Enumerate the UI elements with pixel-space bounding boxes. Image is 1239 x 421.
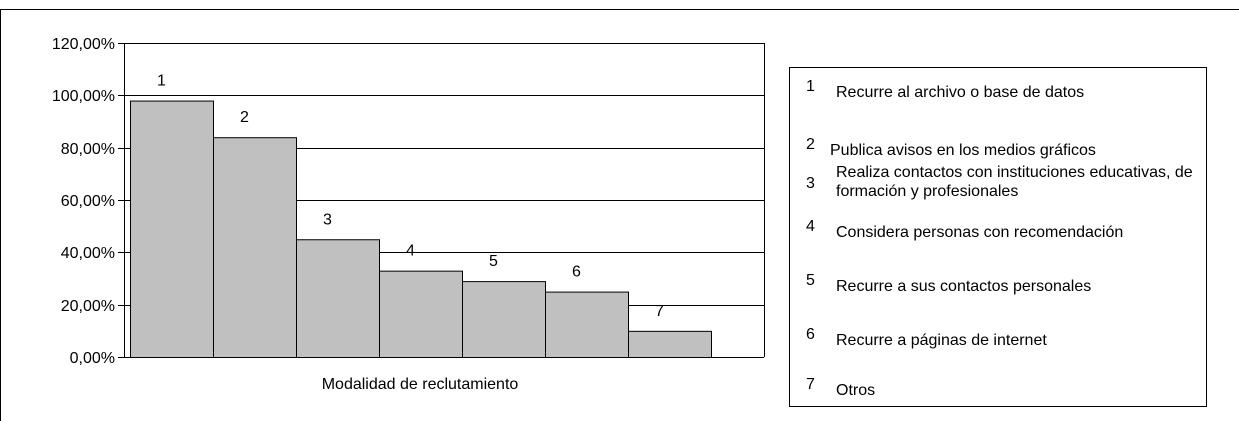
legend-item-number: 2 — [806, 136, 815, 153]
bar — [296, 239, 380, 358]
data-label: 4 — [406, 243, 415, 260]
bar — [628, 330, 712, 359]
legend-item-number: 3 — [806, 175, 815, 192]
y-tick-label: 40,00% — [61, 245, 115, 262]
legend-item-label: Realiza contactos con instituciones educ… — [836, 164, 1193, 200]
legend-item-label: Recurre a páginas de internet — [836, 332, 1047, 349]
data-label: 7 — [655, 303, 664, 320]
legend-item-number: 1 — [806, 78, 815, 95]
data-label: 5 — [489, 253, 498, 270]
legend-item-number: 7 — [806, 376, 815, 393]
bar — [130, 100, 214, 358]
plot-area: 0,00% 20,00% 40,00% 60,00% 80,00% 100,00% 120,… — [52, 36, 765, 367]
y-tick-label: 100,00% — [52, 88, 115, 105]
legend: 1 Recurre al archivo o base de datos 2 Publ… — [789, 67, 1207, 407]
x-axis-label: Modalidad de reclutamiento — [322, 376, 519, 393]
y-tick-label: 80,00% — [61, 141, 115, 158]
bar — [379, 270, 463, 358]
y-tick-label: 0,00% — [70, 350, 115, 367]
legend-item-label: Otros — [836, 382, 876, 399]
bar — [462, 281, 546, 358]
data-label: 1 — [157, 73, 166, 90]
bar — [213, 137, 297, 358]
legend-item-label: Considera personas con recomendación — [836, 224, 1124, 241]
legend-item-label: Recurre al archivo o base de datos — [836, 84, 1085, 101]
bar — [545, 291, 629, 359]
legend-item-number: 4 — [806, 218, 815, 235]
data-label: 3 — [323, 211, 332, 228]
legend-item-number: 5 — [806, 272, 815, 289]
legend-item-label: Recurre a sus contactos personales — [836, 278, 1092, 295]
data-label: 2 — [240, 109, 249, 126]
legend-item-label: Publica avisos en los medios gráficos — [830, 142, 1096, 159]
data-label: 6 — [572, 264, 581, 281]
legend-item-number: 6 — [806, 326, 815, 343]
y-tick-label: 60,00% — [61, 193, 115, 210]
y-tick-label: 120,00% — [52, 36, 115, 53]
y-tick-label: 20,00% — [61, 298, 115, 315]
